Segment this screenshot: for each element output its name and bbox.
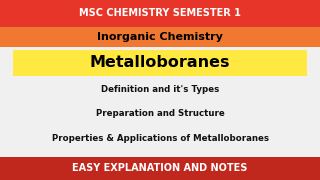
Text: Metalloboranes: Metalloboranes [90, 55, 230, 70]
Text: Inorganic Chemistry: Inorganic Chemistry [97, 32, 223, 42]
Bar [13, 50, 307, 76]
Text: MSC CHEMISTRY SEMESTER 1: MSC CHEMISTRY SEMESTER 1 [79, 8, 241, 18]
Bar [0, 157, 320, 180]
Text: Properties & Applications of Metalloboranes: Properties & Applications of Metallobora… [52, 134, 268, 143]
Bar [0, 27, 320, 47]
Text: Preparation and Structure: Preparation and Structure [96, 109, 224, 118]
Text: EASY EXPLANATION AND NOTES: EASY EXPLANATION AND NOTES [72, 163, 248, 173]
Text: Definition and it's Types: Definition and it's Types [101, 85, 219, 94]
Bar [0, 0, 320, 27]
